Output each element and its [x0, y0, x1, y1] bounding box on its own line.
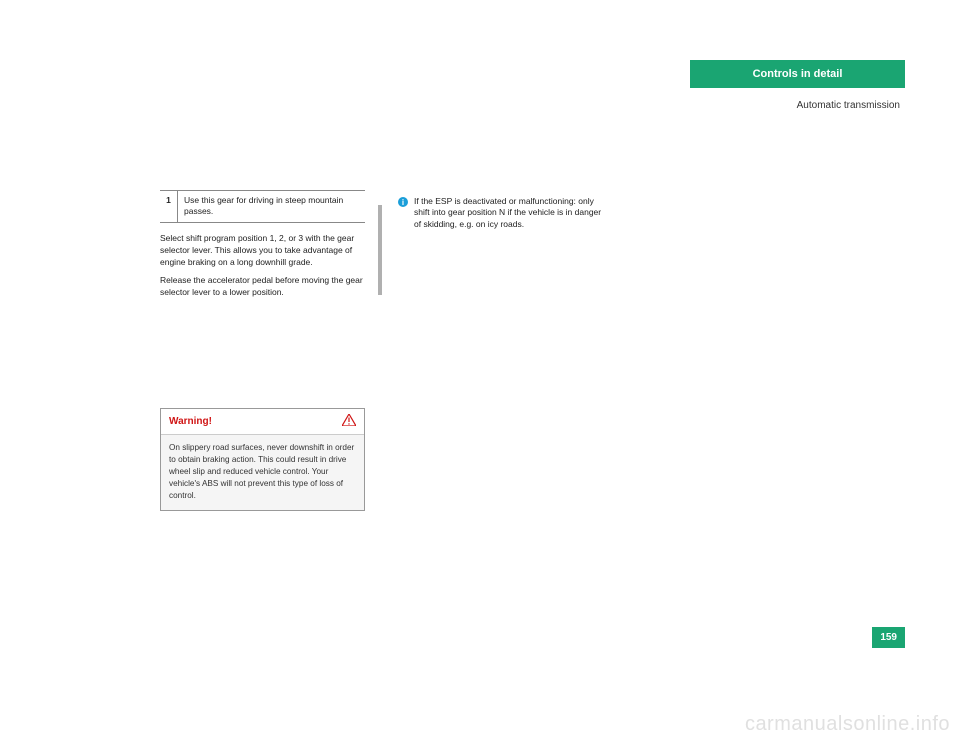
gear-number: 1 [160, 191, 178, 222]
info-icon: i [398, 197, 408, 207]
warning-header: Warning! [161, 409, 364, 435]
warning-title: Warning! [169, 416, 212, 427]
left-paragraphs: Select shift program position 1, 2, or 3… [160, 233, 365, 298]
gear-description: Use this gear for driving in steep mount… [178, 191, 365, 222]
warning-box: Warning! On slippery road surfaces, neve… [160, 408, 365, 511]
table-row: 1 Use this gear for driving in steep mou… [160, 191, 365, 222]
paragraph: Select shift program position 1, 2, or 3… [160, 233, 365, 269]
gear-table-left: 1 Use this gear for driving in steep mou… [160, 190, 365, 223]
paragraph: Release the accelerator pedal before mov… [160, 275, 365, 299]
page-number: 159 [872, 627, 905, 648]
watermark: carmanualsonline.info [745, 713, 950, 736]
note-text: If the ESP is deactivated or malfunction… [414, 196, 608, 230]
column-divider [378, 205, 382, 295]
warning-triangle-icon [342, 414, 356, 429]
info-note: i If the ESP is deactivated or malfuncti… [398, 196, 608, 236]
header-tab: Controls in detail [690, 60, 905, 88]
left-column: 1 Use this gear for driving in steep mou… [160, 190, 365, 304]
section-title: Automatic transmission [797, 100, 900, 111]
warning-body: On slippery road surfaces, never downshi… [161, 435, 364, 510]
